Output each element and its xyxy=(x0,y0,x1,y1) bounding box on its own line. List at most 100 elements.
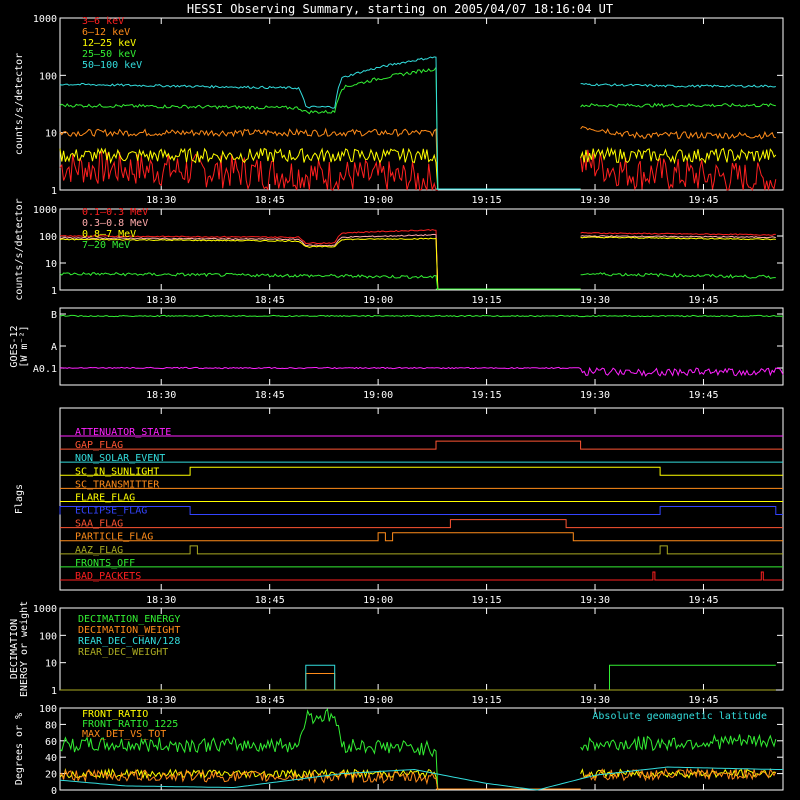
y-tick-label: 1000 xyxy=(33,14,57,25)
geomag-annotation: Absolute geomagnetic latitude xyxy=(592,711,767,722)
time-tick-label: 19:00 xyxy=(363,295,393,306)
y-tick-label: 10 xyxy=(45,129,57,140)
geomag-latitude-line xyxy=(59,766,783,791)
time-tick-label: 19:15 xyxy=(472,195,502,206)
panels-layer: 18:30 18:45 19:00 19:15 19:30 19:45 counts/s/d… xyxy=(9,14,784,797)
y-tick-label: 40 xyxy=(45,753,57,764)
legend-item-4-3: REAR_DEC_WEIGHT xyxy=(78,647,168,658)
series-line-0-1 xyxy=(59,126,776,191)
series-line-5-1 xyxy=(59,708,777,791)
legend-item-ratios-0: FRONT_RATIO xyxy=(82,709,148,720)
series-line-1-2 xyxy=(59,236,776,291)
time-tick-label: 18:30 xyxy=(146,195,176,206)
y-tick-label: 1000 xyxy=(33,604,57,615)
y-tick-label: 100 xyxy=(39,71,57,82)
time-tick-label: 19:45 xyxy=(688,195,718,206)
y-tick-label: 20 xyxy=(45,770,57,781)
y-tick-label: 100 xyxy=(39,631,57,642)
y-tick-label: 1000 xyxy=(33,205,57,216)
series-line-1-0 xyxy=(59,229,776,291)
y-tick-label: 80 xyxy=(45,720,57,731)
flag-label-8: PARTICLE_FLAG xyxy=(75,532,153,543)
legend-item-4-2: REAR_DEC_CHAN/128 xyxy=(78,636,180,647)
flag-line-8 xyxy=(60,532,783,542)
time-tick-label: 18:45 xyxy=(255,390,285,401)
flag-label-6: ECLIPSE_FLAG xyxy=(75,506,147,517)
time-tick-label: 19:30 xyxy=(580,695,610,706)
y-tick-label: 100 xyxy=(39,232,57,243)
time-tick-label: 18:45 xyxy=(255,295,285,306)
time-tick-label: 19:30 xyxy=(580,195,610,206)
panel-3-frame xyxy=(59,407,784,591)
panel-2-ylabel: [W m⁻²] xyxy=(19,325,30,367)
flag-label-11: BAD_PACKETS xyxy=(75,571,141,582)
y-tick-label: 60 xyxy=(45,737,57,748)
time-tick-label: 18:30 xyxy=(146,595,176,606)
y-tick-label: B xyxy=(51,310,57,321)
panel-3-ylabel: Flags xyxy=(14,484,25,514)
flag-line-11 xyxy=(60,571,783,581)
flag-label-3: SC_IN_SUNLIGHT xyxy=(75,466,159,477)
decimation-line-1 xyxy=(60,673,776,691)
legend-item-ratios-2: MAX_DET_VS_TOT xyxy=(82,729,166,740)
time-tick-label: 19:15 xyxy=(472,595,502,606)
legend-item-ratios-1: FRONT_RATIO_1225 xyxy=(82,719,178,730)
flag-label-2: NON_SOLAR_EVENT xyxy=(75,453,165,464)
flag-line-6 xyxy=(59,506,783,516)
flag-label-10: FRONTS_OFF xyxy=(75,558,135,569)
time-tick-label: 19:30 xyxy=(580,390,610,401)
time-tick-label: 19:45 xyxy=(688,695,718,706)
time-tick-label: 19:00 xyxy=(363,695,393,706)
panel-2-frame xyxy=(59,307,784,386)
time-tick-label: 19:15 xyxy=(472,295,502,306)
time-tick-label: 19:00 xyxy=(363,390,393,401)
decimation-line-2 xyxy=(60,664,776,691)
y-tick-label: 10 xyxy=(45,259,57,270)
flag-line-3 xyxy=(60,466,783,476)
flag-line-7 xyxy=(60,519,783,529)
y-tick-label: A0.1 xyxy=(33,364,57,375)
legend-item-1-0: 0.1–0.3 MeV xyxy=(82,207,148,218)
flag-line-1 xyxy=(60,440,783,450)
y-tick-label: A xyxy=(51,342,57,353)
legend-item-1-2: 0.8–7 MeV xyxy=(82,229,136,240)
flag-label-1: GAP_FLAG xyxy=(75,440,123,451)
panel-5-ylabel: Degrees or % xyxy=(14,713,25,785)
time-tick-label: 19:30 xyxy=(580,595,610,606)
flag-label-4: SC_TRANSMITTER xyxy=(75,479,160,490)
time-tick-label: 19:45 xyxy=(688,595,718,606)
panel-2-ylabel: GOES-12 xyxy=(9,325,20,367)
time-tick-label: 19:15 xyxy=(472,390,502,401)
time-tick-label: 18:45 xyxy=(255,595,285,606)
series-line-1-3 xyxy=(59,271,776,291)
flag-label-9: AAZ_FLAG xyxy=(75,545,123,556)
legend-item-4-1: DECIMATION_WEIGHT xyxy=(78,625,180,636)
panel-0-ylabel: counts/s/detector xyxy=(14,53,25,155)
series-line-0-3 xyxy=(59,65,776,191)
figure-title: HESSI Observing Summary, starting on 200… xyxy=(187,2,613,16)
time-tick-label: 18:30 xyxy=(146,695,176,706)
y-tick-label: 0 xyxy=(51,786,57,797)
time-tick-label: 19:15 xyxy=(472,695,502,706)
decimation-line-0 xyxy=(60,664,776,691)
flag-label-7: SAA_FLAG xyxy=(75,519,123,530)
series-line-1-1 xyxy=(59,233,776,291)
panel-4-ylabel: DECIMATION xyxy=(9,619,20,679)
y-tick-label: 1 xyxy=(51,286,57,297)
legend-item-0-2: 12–25 keV xyxy=(82,38,136,49)
panel-1-frame xyxy=(59,208,784,291)
legend-item-0-0: 3–6 keV xyxy=(82,16,124,27)
y-tick-label: 10 xyxy=(45,659,57,670)
series-line-0-4 xyxy=(59,56,776,191)
panel-4-ylabel: ENERGY or weight xyxy=(19,601,30,697)
time-tick-label: 19:30 xyxy=(580,295,610,306)
time-tick-label: 19:00 xyxy=(363,595,393,606)
time-tick-label: 18:30 xyxy=(146,390,176,401)
y-tick-label: 100 xyxy=(39,704,57,715)
legend-item-0-4: 50–100 keV xyxy=(82,60,142,71)
panel-1-ylabel: counts/s/detector xyxy=(14,198,25,300)
legend-item-1-1: 0.3–0.8 MeV xyxy=(82,218,148,229)
time-tick-label: 18:45 xyxy=(255,195,285,206)
time-tick-label: 18:30 xyxy=(146,295,176,306)
